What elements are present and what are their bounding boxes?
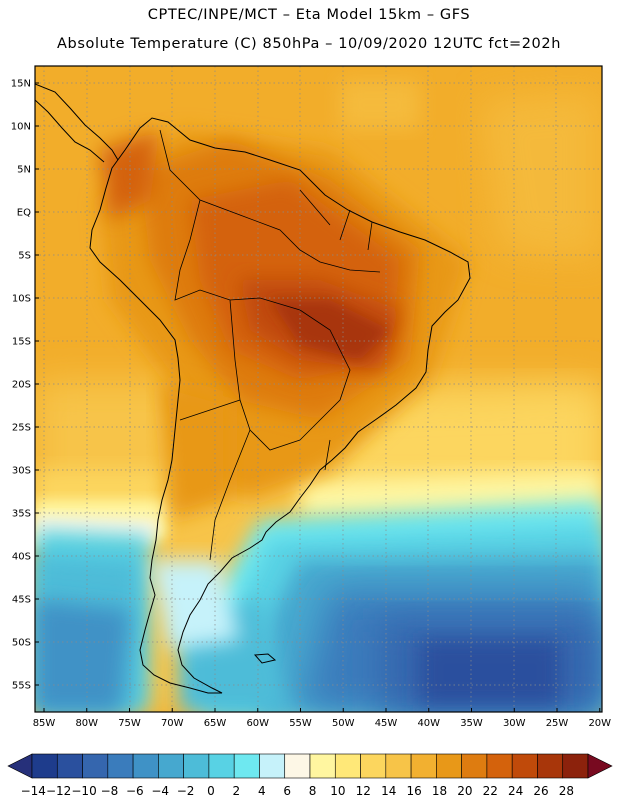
lon-label-65w: 65W: [204, 718, 227, 729]
colorbar-swatch: [208, 753, 235, 779]
colorbar-swatch: [31, 753, 58, 779]
lat-label-55s: 55S: [12, 681, 31, 692]
lat-label-40s: 40S: [12, 552, 31, 563]
lon-label-35w: 35W: [460, 718, 483, 729]
lon-label-75w: 75W: [118, 718, 141, 729]
lat-label-50s: 50S: [12, 638, 31, 649]
colorbar-label: −4: [151, 784, 169, 798]
falkland-islands: [253, 653, 277, 664]
colorbar-swatch: [82, 753, 109, 779]
country-borders: [159, 129, 381, 561]
lat-label-10s: 10S: [12, 294, 31, 305]
longitude-labels: 85W 80W 75W 70W 65W 60W 55W 50W 45W 40W 35W 30W 25W 2…: [33, 708, 611, 729]
lon-label-50w: 50W: [332, 718, 355, 729]
colorbar-swatch: [410, 753, 437, 779]
lon-label-55w: 55W: [289, 718, 312, 729]
lon-label-25w: 25W: [546, 718, 569, 729]
colorbar-label: −6: [126, 784, 144, 798]
lat-label-20s: 20S: [12, 380, 31, 391]
colorbar-label: 14: [381, 784, 396, 798]
lon-label-80w: 80W: [75, 718, 98, 729]
colorbar-label: −8: [101, 784, 119, 798]
lon-label-60w: 60W: [246, 718, 269, 729]
colorbar-swatch: [461, 753, 488, 779]
colorbar-swatch: [259, 753, 286, 779]
lon-label-45w: 45W: [375, 718, 398, 729]
lat-label-10n: 10N: [11, 122, 31, 133]
colorbar-label: 2: [233, 784, 241, 798]
colorbar-label: 22: [483, 784, 498, 798]
colorbar-label: −14: [21, 784, 46, 798]
colorbar-label: 16: [406, 784, 421, 798]
colorbar-swatch: [360, 753, 387, 779]
lon-label-40w: 40W: [417, 718, 440, 729]
colorbar-swatch: [56, 753, 83, 779]
lat-label-15n: 15N: [11, 79, 31, 90]
colorbar-label: 10: [330, 784, 345, 798]
colorbar-swatch: [334, 753, 361, 779]
colorbar-swatch: [233, 753, 260, 779]
lat-label-45s: 45S: [12, 595, 31, 606]
colorbar-label: 8: [309, 784, 317, 798]
lat-label-eq: EQ: [17, 208, 31, 219]
latitude-labels: 15N 10N 5N EQ 5S 10S 15S 20S 25S 30S 35S 40S 45S 50S 5…: [11, 79, 39, 692]
colorbar-label: 24: [508, 784, 523, 798]
coastlines: [35, 83, 471, 694]
colorbar-labels: −14 −12 −10 −8 −6 −4 −2 0 2 4 6 8 10 12 14 16 18 20 22 24 26…: [21, 784, 574, 798]
colorbar-label: 0: [207, 784, 215, 798]
colorbar-swatch: [562, 753, 589, 779]
lon-label-20w: 20W: [588, 718, 611, 729]
lat-label-35s: 35S: [12, 509, 31, 520]
map-title-line1: CPTEC/INPE/MCT – Eta Model 15km – GFS: [147, 7, 471, 23]
colorbar-swatch: [132, 753, 159, 779]
colorbar-label: 12: [356, 784, 371, 798]
lat-label-15s: 15S: [12, 337, 31, 348]
colorbar-under-arrow: [7, 753, 33, 779]
graticule: [35, 66, 602, 712]
colorbar-swatch: [537, 753, 564, 779]
colorbar-label: −2: [177, 784, 195, 798]
colorbar-label: 6: [283, 784, 291, 798]
lon-label-70w: 70W: [161, 718, 184, 729]
central-america-coastline: [35, 83, 119, 163]
south-america-coastline: [89, 117, 471, 694]
colorbar-label: 4: [258, 784, 266, 798]
colorbar-swatch: [511, 753, 538, 779]
colorbar-swatch: [183, 753, 210, 779]
colorbar-label: 20: [457, 784, 472, 798]
colorbar-label: 28: [559, 784, 574, 798]
lat-label-25s: 25S: [12, 423, 31, 434]
colorbar-label: −12: [46, 784, 71, 798]
lat-label-5n: 5N: [17, 165, 31, 176]
map-frame: [34, 65, 603, 713]
colorbar-swatch: [385, 753, 412, 779]
colorbar-swatch: [309, 753, 336, 779]
colorbar-swatch: [486, 753, 513, 779]
colorbar-swatch: [436, 753, 462, 779]
colorbar-label: 18: [432, 784, 447, 798]
colorbar-over-arrow: [587, 753, 613, 779]
colorbar-swatch: [284, 753, 311, 779]
colorbar-label: −10: [71, 784, 96, 798]
colorbar-swatch: [158, 753, 184, 779]
colorbar-label: 26: [533, 784, 548, 798]
colorbar: [7, 753, 613, 779]
map-title-line2: Absolute Temperature (C) 850hPa – 10/09/…: [57, 36, 561, 52]
lat-label-30s: 30S: [12, 466, 31, 477]
lon-label-85w: 85W: [33, 718, 56, 729]
lon-label-30w: 30W: [503, 718, 526, 729]
lat-label-5s: 5S: [18, 251, 31, 262]
temperature-field: [35, 66, 602, 712]
colorbar-swatch: [107, 753, 134, 779]
